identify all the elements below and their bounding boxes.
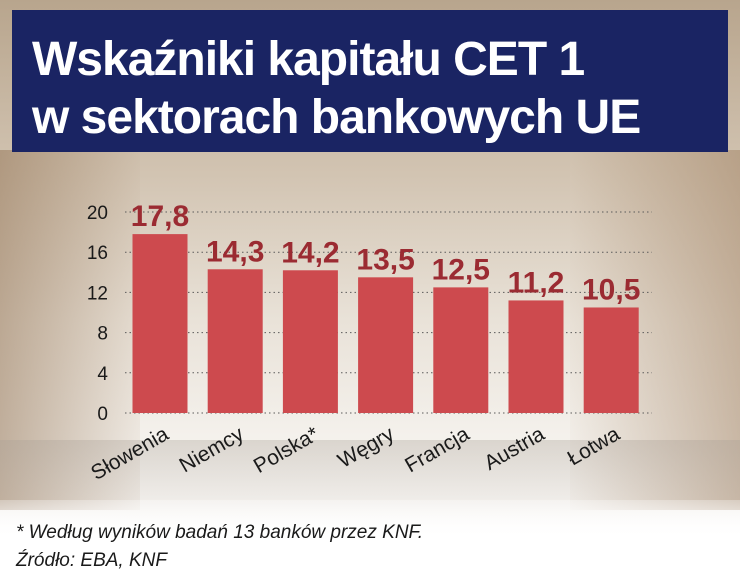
bar	[583, 307, 639, 413]
chart-title-line-1: Wskaźniki kapitału CET 1	[32, 33, 585, 86]
data-label: 17,8	[131, 200, 189, 233]
x-tick-label: Łotwa	[564, 422, 624, 470]
bars	[132, 234, 639, 413]
y-axis-ticks: 0 4 8 12 16 20	[87, 203, 109, 425]
x-tick-label: Niemcy	[176, 422, 249, 477]
bar	[207, 269, 263, 413]
bar	[358, 277, 414, 413]
data-label: 12,5	[432, 253, 490, 286]
source-note: Źródło: EBA, KNF	[16, 550, 167, 571]
bar	[433, 287, 489, 413]
value-labels: 17,8 14,3 14,2 13,5 12,5 11,2 10,5	[131, 200, 641, 306]
y-tick-label: 0	[97, 404, 108, 425]
data-label: 10,5	[582, 273, 640, 306]
footnote: * Według wyników badań 13 banków przez K…	[16, 522, 423, 543]
bar	[282, 270, 338, 413]
x-tick-label: Słowenia	[87, 422, 173, 485]
x-tick-label: Polska*	[250, 422, 323, 478]
x-axis-labels: Słowenia Niemcy Polska* Węgry Francja Austria…	[87, 422, 624, 485]
chart-title-line-2: w sektorach bankowych UE	[32, 91, 641, 144]
x-tick-label: Węgry	[334, 422, 398, 473]
y-tick-label: 12	[87, 283, 108, 304]
bar	[132, 234, 188, 413]
y-tick-label: 20	[87, 203, 108, 224]
y-tick-label: 16	[87, 243, 108, 264]
data-label: 11,2	[508, 266, 565, 299]
x-tick-label: Francja	[401, 422, 473, 477]
data-label: 14,3	[206, 235, 264, 268]
y-tick-label: 4	[97, 364, 108, 385]
bar	[508, 300, 564, 413]
data-label: 14,2	[281, 236, 339, 269]
y-tick-label: 8	[97, 324, 108, 345]
title-banner: Wskaźniki kapitału CET 1 w sektorach ban…	[12, 10, 728, 152]
x-tick-label: Austria	[480, 422, 548, 475]
data-label: 13,5	[356, 243, 414, 276]
